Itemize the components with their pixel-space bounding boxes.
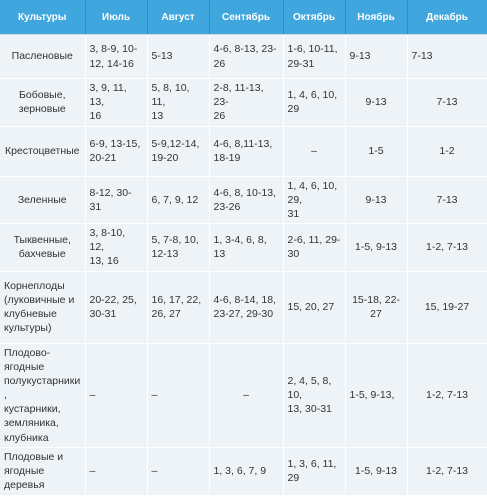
december-cell: 7-13 <box>407 176 487 225</box>
december-cell: 7-13 <box>407 34 487 79</box>
september-cell: 4-6, 8-14, 18, 23-27, 29-30 <box>209 271 284 344</box>
august-cell: 5-9,12-14, 19-20 <box>147 126 210 177</box>
october-cell: 15, 20, 27 <box>283 271 346 344</box>
september-cell: 4-6, 8-13, 23-26 <box>209 34 284 79</box>
august-cell: – <box>147 343 210 448</box>
november-cell: 9-13 <box>345 78 408 127</box>
september-cell: 2-8, 11-13, 23- 26 <box>209 78 284 127</box>
october-cell: 2-6, 11, 29- 30 <box>283 223 346 272</box>
september-cell: 4-6, 8,11-13, 18-19 <box>209 126 284 177</box>
december-cell: 1-2, 7-13 <box>407 343 487 448</box>
header-october: Октябрь <box>283 0 346 35</box>
november-cell: 1-5, 9-13, <box>345 343 408 448</box>
july-cell: 3, 8-10, 12, 13, 16 <box>85 223 148 272</box>
july-cell: 20-22, 25, 30-31 <box>85 271 148 344</box>
header-november: Ноябрь <box>345 0 408 35</box>
table-row: Пасленовые 3, 8-9, 10- 12, 14-16 5-13 4-… <box>0 34 487 79</box>
september-cell: 4-6, 8, 10-13, 23-26 <box>209 176 284 225</box>
december-cell: 1-2, 7-13 <box>407 223 487 272</box>
november-cell: 1-5, 9-13 <box>345 447 408 496</box>
august-cell: 16, 17, 22, 26, 27 <box>147 271 210 344</box>
november-cell: 1-5 <box>345 126 408 177</box>
crop-cell: Пасленовые <box>0 34 86 79</box>
october-cell: 1, 4, 6, 10, 29 <box>283 78 346 127</box>
july-cell: 6-9, 13-15, 20-21 <box>85 126 148 177</box>
header-december: Декабрь <box>407 0 487 35</box>
header-august: Август <box>147 0 210 35</box>
november-cell: 1-5, 9-13 <box>345 223 408 272</box>
july-cell: 3, 9, 11, 13, 16 <box>85 78 148 127</box>
crop-cell: Тыквенные, бахчевые <box>0 223 86 272</box>
table-row: Бобовые, зерновые 3, 9, 11, 13, 16 5, 8,… <box>0 78 487 127</box>
header-crops: Культуры <box>0 0 86 35</box>
october-cell: 1-6, 10-11, 29-31 <box>283 34 346 79</box>
december-cell: 1-2, 7-13 <box>407 447 487 496</box>
october-cell: – <box>283 126 346 177</box>
august-cell: 5-13 <box>147 34 210 79</box>
august-cell: 5, 7-8, 10, 12-13 <box>147 223 210 272</box>
july-cell: 8-12, 30-31 <box>85 176 148 225</box>
october-cell: 1, 4, 6, 10, 29, 31 <box>283 176 346 225</box>
crop-cell: Корнеплоды (луковичные и клубневые культ… <box>0 271 86 344</box>
crop-cell: Крестоцветные <box>0 126 86 177</box>
november-cell: 15-18, 22-27 <box>345 271 408 344</box>
september-cell: 1, 3, 6, 7, 9 <box>209 447 284 496</box>
december-cell: 15, 19-27 <box>407 271 487 344</box>
october-cell: 1, 3, 6, 11, 29 <box>283 447 346 496</box>
july-cell: – <box>85 343 148 448</box>
august-cell: – <box>147 447 210 496</box>
september-cell: 1, 3-4, 6, 8, 13 <box>209 223 284 272</box>
december-cell: 7-13 <box>407 78 487 127</box>
november-cell: 9-13 <box>345 34 408 79</box>
table-row: Тыквенные, бахчевые 3, 8-10, 12, 13, 16 … <box>0 223 487 272</box>
crop-cell: Зеленные <box>0 176 86 225</box>
september-cell: – <box>209 343 284 448</box>
october-cell: 2, 4, 5, 8, 10, 13, 30-31 <box>283 343 346 448</box>
table-row: Плодовые и ягодные деревья – – 1, 3, 6, … <box>0 447 487 496</box>
july-cell: 3, 8-9, 10- 12, 14-16 <box>85 34 148 79</box>
table-row: Крестоцветные 6-9, 13-15, 20-21 5-9,12-1… <box>0 126 487 177</box>
november-cell: 9-13 <box>345 176 408 225</box>
august-cell: 6, 7, 9, 12 <box>147 176 210 225</box>
crop-cell: Плодовые и ягодные деревья <box>0 447 86 496</box>
table-row: Зеленные 8-12, 30-31 6, 7, 9, 12 4-6, 8,… <box>0 176 487 225</box>
december-cell: 1-2 <box>407 126 487 177</box>
august-cell: 5, 8, 10, 11, 13 <box>147 78 210 127</box>
header-row: Культуры Июль Август Сентябрь Октябрь Но… <box>0 0 487 35</box>
header-july: Июль <box>85 0 148 35</box>
header-september: Сентябрь <box>209 0 284 35</box>
table-row: Корнеплоды (луковичные и клубневые культ… <box>0 271 487 344</box>
july-cell: – <box>85 447 148 496</box>
crop-cell: Бобовые, зерновые <box>0 78 86 127</box>
table-row: Плодово-ягодные полукустарники, кустарни… <box>0 343 487 448</box>
crop-cell: Плодово-ягодные полукустарники, кустарни… <box>0 343 86 448</box>
